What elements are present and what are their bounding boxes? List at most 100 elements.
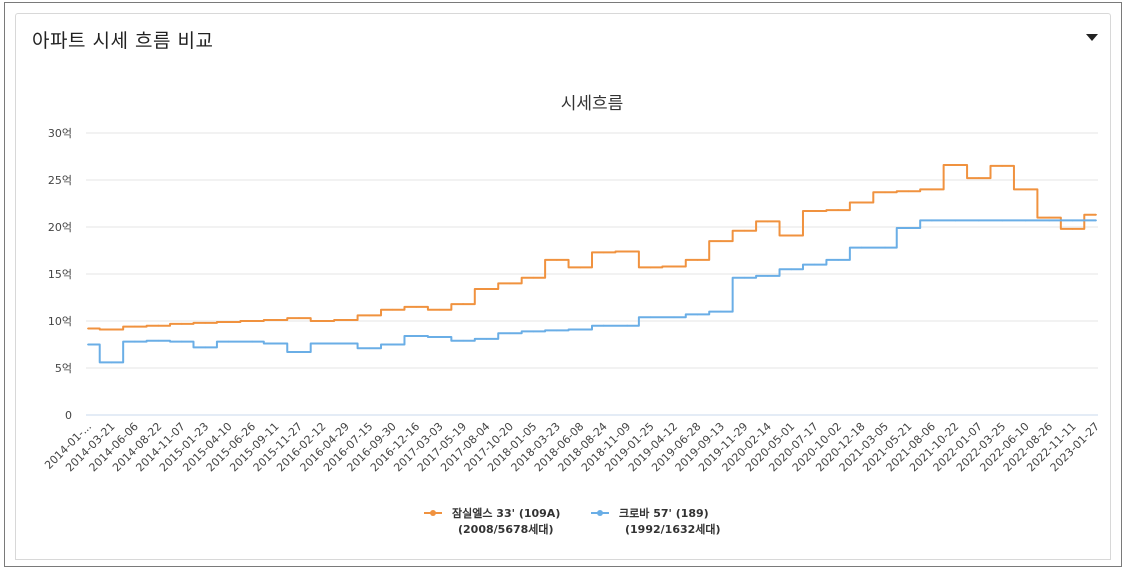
data-point	[1048, 216, 1051, 219]
data-point	[1095, 213, 1097, 216]
data-point	[133, 340, 136, 343]
data-point	[509, 332, 511, 335]
legend-marker-icon	[597, 510, 603, 516]
data-point	[204, 346, 207, 349]
data-point	[673, 265, 675, 268]
data-point	[673, 316, 675, 319]
data-point	[907, 227, 910, 229]
data-point	[743, 276, 746, 279]
data-point	[344, 319, 347, 321]
data-point	[579, 328, 582, 331]
data-point	[884, 246, 886, 249]
data-point	[438, 336, 441, 338]
data-point	[532, 276, 535, 279]
y-tick-label: 30억	[48, 127, 72, 140]
legend-item[interactable]: 크로바 57' (189) (1992/1632세대)	[591, 506, 721, 536]
data-point	[298, 351, 300, 353]
data-point	[227, 340, 230, 343]
data-point	[415, 306, 418, 308]
data-point	[954, 219, 957, 222]
data-point	[837, 259, 840, 261]
data-point	[555, 259, 558, 261]
data-point	[931, 219, 933, 222]
data-point	[766, 220, 769, 223]
data-point	[251, 320, 253, 322]
data-point	[87, 327, 89, 330]
data-point	[298, 317, 300, 320]
legend-label: 크로바 57' (189)	[619, 506, 709, 520]
data-point	[626, 250, 629, 253]
data-point	[251, 340, 253, 343]
data-point	[368, 347, 371, 350]
legend-sublabel: (1992/1632세대)	[625, 522, 721, 536]
data-point	[977, 177, 980, 180]
data-point	[884, 191, 886, 194]
legend-item[interactable]: 잠실엘스 33' (109A) (2008/5678세대)	[424, 506, 560, 536]
data-point	[509, 282, 511, 285]
data-point	[720, 240, 722, 243]
data-point	[790, 268, 793, 271]
data-point	[180, 322, 183, 325]
data-point	[931, 188, 933, 191]
series-line-clover	[88, 219, 1096, 364]
data-point	[462, 303, 464, 305]
widget-frame: 아파트 시세 흐름 비교 시세흐름 0 5억 10억 15억 20억 25억 30억 2014-…	[4, 2, 1122, 567]
chart-title: 시세흐름	[561, 94, 624, 114]
data-point	[813, 263, 816, 266]
data-point	[696, 259, 699, 261]
series-line-jamsil-els	[88, 163, 1096, 331]
data-point	[87, 343, 89, 346]
data-point	[555, 329, 558, 332]
data-point	[462, 339, 464, 342]
y-tick-label: 5억	[55, 362, 72, 375]
legend-marker-icon	[430, 510, 436, 516]
data-point	[1095, 219, 1097, 222]
data-point	[977, 219, 980, 222]
data-point	[1024, 188, 1027, 191]
data-point	[1001, 219, 1004, 222]
data-point	[1071, 227, 1074, 230]
data-point	[813, 210, 816, 212]
data-point	[602, 251, 605, 254]
y-tick-label: 25억	[48, 174, 72, 187]
data-point	[1048, 219, 1051, 222]
data-point	[157, 339, 160, 342]
data-point	[391, 343, 394, 346]
caret-down-icon[interactable]	[1086, 34, 1098, 41]
data-point	[391, 308, 394, 311]
card-title: 아파트 시세 흐름 비교	[32, 30, 214, 52]
data-point	[1071, 219, 1074, 222]
data-point	[1001, 165, 1004, 167]
data-point	[485, 288, 488, 290]
data-point	[204, 321, 207, 324]
data-point	[649, 316, 652, 319]
data-point	[368, 314, 371, 317]
data-point	[649, 266, 652, 269]
y-tick-label: 10억	[48, 315, 72, 328]
data-point	[157, 324, 160, 327]
data-point	[766, 274, 769, 277]
card-header[interactable]: 아파트 시세 흐름 비교	[15, 13, 1111, 65]
data-point	[180, 340, 183, 343]
data-point	[321, 320, 324, 322]
data-point	[720, 310, 722, 313]
data-point	[602, 324, 605, 327]
data-point	[790, 234, 793, 237]
data-point	[274, 342, 277, 345]
data-point	[579, 266, 582, 269]
data-point	[954, 164, 957, 166]
data-point	[1024, 219, 1027, 222]
data-point	[626, 324, 629, 327]
y-tick-label: 15억	[48, 268, 72, 281]
data-point	[837, 209, 840, 211]
data-point	[321, 342, 324, 345]
data-point	[110, 361, 113, 364]
legend-sublabel: (2008/5678세대)	[458, 522, 554, 536]
data-point	[907, 190, 910, 193]
data-point	[532, 330, 535, 333]
data-point	[274, 319, 277, 321]
data-point	[344, 342, 347, 345]
data-point	[743, 229, 746, 232]
data-point	[438, 308, 441, 311]
chart-container: 시세흐름 0 5억 10억 15억 20억 25억 30억 2014-01-... 2014-03…	[15, 64, 1111, 560]
